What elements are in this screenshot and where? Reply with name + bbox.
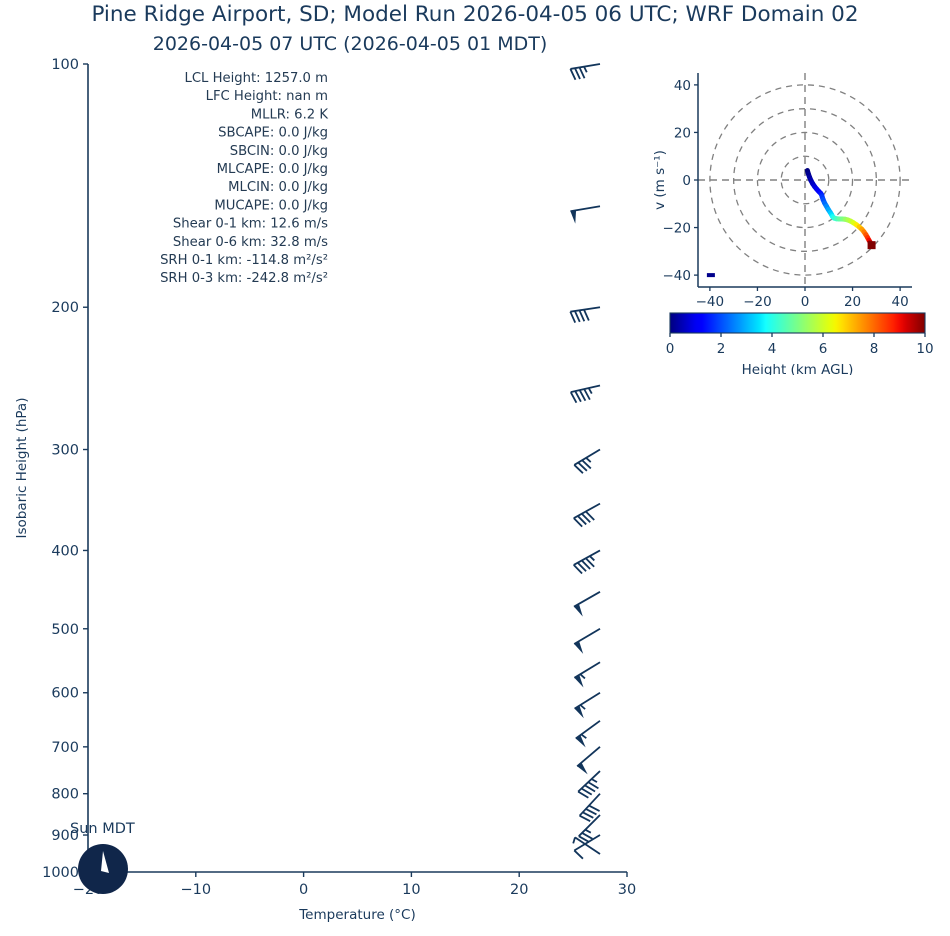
wind-barb — [578, 793, 601, 822]
wind-barb — [574, 691, 601, 719]
svg-text:200: 200 — [51, 300, 79, 316]
svg-text:4: 4 — [768, 341, 777, 357]
wind-barb — [569, 306, 601, 323]
svg-text:600: 600 — [51, 686, 79, 702]
svg-text:−20: −20 — [663, 221, 692, 237]
svg-text:LFC Height: nan m: LFC Height: nan m — [206, 89, 328, 104]
wind-barb — [569, 63, 601, 81]
wind-barb — [573, 834, 601, 860]
svg-text:6: 6 — [819, 341, 828, 357]
svg-text:700: 700 — [51, 740, 79, 756]
svg-text:0: 0 — [299, 882, 308, 898]
page-subtitle: 2026-04-05 07 UTC (2026-04-05 01 MDT) — [152, 33, 548, 55]
svg-text:−40: −40 — [663, 268, 692, 284]
svg-text:40: 40 — [892, 294, 909, 310]
wind-barb — [578, 814, 601, 843]
wind-barb — [572, 836, 601, 855]
svg-text:2: 2 — [717, 341, 726, 357]
svg-text:900: 900 — [51, 828, 79, 844]
wind-barb — [575, 720, 601, 748]
wind-barb — [569, 384, 601, 404]
svg-text:SRH 0-1 km: -114.8 m²/s²: SRH 0-1 km: -114.8 m²/s² — [160, 253, 328, 268]
svg-text:SBCIN: 0.0 J/kg: SBCIN: 0.0 J/kg — [230, 144, 328, 159]
svg-text:Isobaric Height (hPa): Isobaric Height (hPa) — [14, 398, 30, 539]
svg-text:SBCAPE: 0.0 J/kg: SBCAPE: 0.0 J/kg — [218, 126, 328, 141]
svg-text:−40: −40 — [696, 294, 725, 310]
svg-text:MUCAPE: 0.0 J/kg: MUCAPE: 0.0 J/kg — [214, 198, 328, 213]
wind-barb — [573, 448, 601, 474]
height-colorbar: 0 2 4 6 8 10 Height (km AGL) — [666, 312, 934, 375]
svg-text:8: 8 — [870, 341, 879, 357]
wind-barb — [573, 627, 601, 654]
wind-barb — [573, 661, 601, 688]
skewt-chart: 1002003004005006007008009001000Isobaric … — [14, 57, 636, 923]
svg-text:800: 800 — [51, 787, 79, 803]
svg-text:30: 30 — [618, 882, 636, 898]
wind-barb — [573, 591, 601, 617]
svg-text:40: 40 — [674, 78, 691, 94]
svg-text:20: 20 — [510, 882, 528, 898]
wind-barb — [577, 770, 601, 799]
svg-text:1000: 1000 — [42, 865, 79, 881]
svg-text:0: 0 — [682, 173, 691, 189]
svg-text:−20: −20 — [743, 294, 772, 310]
wind-barb — [570, 205, 601, 224]
svg-text:SRH 0-3 km: -242.8 m²/s²: SRH 0-3 km: -242.8 m²/s² — [160, 271, 328, 286]
svg-text:MLCAPE: 0.0 J/kg: MLCAPE: 0.0 J/kg — [217, 162, 328, 177]
svg-text:Temperature (°C): Temperature (°C) — [298, 907, 416, 923]
svg-text:Sun MDT: Sun MDT — [70, 821, 135, 837]
svg-text:−10: −10 — [180, 882, 211, 898]
svg-text:Height (km AGL): Height (km AGL) — [742, 362, 854, 375]
svg-text:100: 100 — [51, 57, 79, 73]
svg-text:MLLR: 6.2 K: MLLR: 6.2 K — [251, 107, 329, 122]
svg-text:20: 20 — [674, 125, 691, 141]
svg-text:0: 0 — [801, 294, 810, 310]
svg-text:0: 0 — [666, 341, 675, 357]
wind-barb — [576, 746, 601, 775]
svg-text:LCL Height: 1257.0 m: LCL Height: 1257.0 m — [184, 71, 328, 86]
svg-text:Shear 0-1 km: 12.6 m/s: Shear 0-1 km: 12.6 m/s — [173, 217, 328, 232]
svg-text:10: 10 — [916, 341, 933, 357]
svg-text:10: 10 — [402, 882, 420, 898]
wind-barb — [573, 502, 601, 528]
page-title: Pine Ridge Airport, SD; Model Run 2026-0… — [91, 2, 859, 27]
svg-text:20: 20 — [844, 294, 861, 310]
wind-barb — [573, 549, 601, 575]
svg-text:v (m s⁻¹): v (m s⁻¹) — [652, 150, 668, 210]
svg-text:300: 300 — [51, 443, 79, 459]
svg-text:Shear 0-6 km: 32.8 m/s: Shear 0-6 km: 32.8 m/s — [173, 235, 328, 250]
svg-text:MLCIN: 0.0 J/kg: MLCIN: 0.0 J/kg — [228, 180, 328, 195]
svg-text:500: 500 — [51, 622, 79, 638]
svg-text:400: 400 — [51, 543, 79, 559]
